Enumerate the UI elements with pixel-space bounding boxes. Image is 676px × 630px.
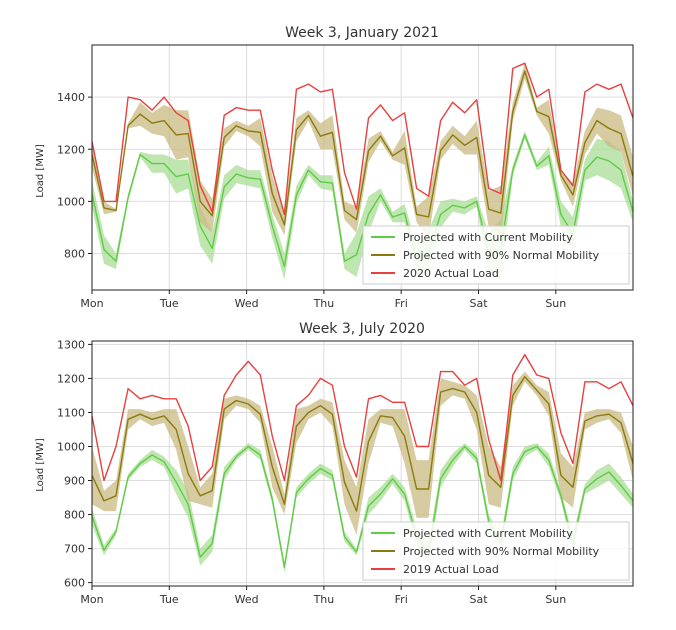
line-2019-actual-load [91, 353, 634, 482]
band-projected-with-90-normal-mobility [92, 63, 633, 241]
x-tick-label-sun: Sun [545, 593, 566, 606]
x-ticks: Mon Tue Wed Thu Fri Sat Sun [80, 586, 566, 606]
plot-frame [91, 44, 634, 291]
x-tick-label-mon: Mon [80, 297, 103, 310]
legend: Projected with Current Mobility Projecte… [362, 521, 630, 581]
panel-week3-jul-2020: Week 3, July 2020 Load [MW] 600 700 800 900… [35, 321, 634, 606]
y-tick-label-1000: 1000 [57, 195, 85, 208]
y-tick-label-1200: 1200 [57, 143, 85, 156]
y-tick-label-700: 700 [64, 543, 85, 556]
x-tick-label-fri: Fri [395, 593, 408, 606]
legend-label-normal-mobility: Projected with 90% Normal Mobility [403, 249, 600, 262]
x-tick-label-wed: Wed [235, 593, 259, 606]
legend-label-normal-mobility: Projected with 90% Normal Mobility [403, 545, 600, 558]
y-tick-label-1300: 1300 [57, 338, 85, 351]
x-tick-label-tue: Tue [159, 297, 179, 310]
line-2020-actual-load [91, 62, 634, 216]
y-tick-label-1000: 1000 [57, 440, 85, 453]
x-tick-label-thu: Thu [313, 593, 335, 606]
x-tick-label-sat: Sat [469, 593, 488, 606]
line-projected-with-90-normal-mobility [91, 376, 634, 512]
y-tick-label-1200: 1200 [57, 372, 85, 385]
y-ticks: 600 700 800 900 1000 1100 1200 1300 [57, 338, 92, 590]
x-ticks: Mon Tue Wed Thu Fri Sat Sun [80, 290, 566, 310]
plot-frame [91, 340, 634, 587]
legend-label-actual-load: 2019 Actual Load [403, 563, 499, 576]
x-tick-label-tue: Tue [159, 593, 179, 606]
x-tick-label-wed: Wed [235, 297, 259, 310]
legend-box [362, 521, 630, 581]
legend-box [362, 225, 630, 285]
y-ticks: 800 1000 1200 1400 [57, 91, 92, 261]
legend-label-current-mobility: Projected with Current Mobility [403, 231, 573, 244]
legend-label-current-mobility: Projected with Current Mobility [403, 527, 573, 540]
y-tick-label-800: 800 [64, 248, 85, 261]
x-tick-label-mon: Mon [80, 593, 103, 606]
legend-label-actual-load: 2020 Actual Load [403, 267, 499, 280]
y-tick-label-600: 600 [64, 577, 85, 590]
x-tick-label-sat: Sat [469, 297, 488, 310]
y-tick-label-1400: 1400 [57, 91, 85, 104]
line-projected-with-90-normal-mobility [91, 70, 634, 226]
panel-title: Week 3, July 2020 [299, 321, 425, 337]
x-tick-label-thu: Thu [313, 297, 335, 310]
panel-week3-jan-2021: Week 3, January 2021 Load [MW] 800 1000 12… [35, 25, 634, 310]
gridlines [91, 45, 633, 290]
y-tick-label-900: 900 [64, 475, 85, 488]
band-projected-with-90-normal-mobility [92, 371, 633, 535]
panel-title: Week 3, January 2021 [285, 25, 439, 41]
y-axis-label: Load [MW] [35, 438, 46, 492]
legend: Projected with Current Mobility Projecte… [362, 225, 630, 285]
y-axis-label: Load [MW] [35, 144, 46, 198]
x-tick-label-fri: Fri [395, 297, 408, 310]
x-tick-label-sun: Sun [545, 297, 566, 310]
y-tick-label-1100: 1100 [57, 406, 85, 419]
y-tick-label-800: 800 [64, 509, 85, 522]
